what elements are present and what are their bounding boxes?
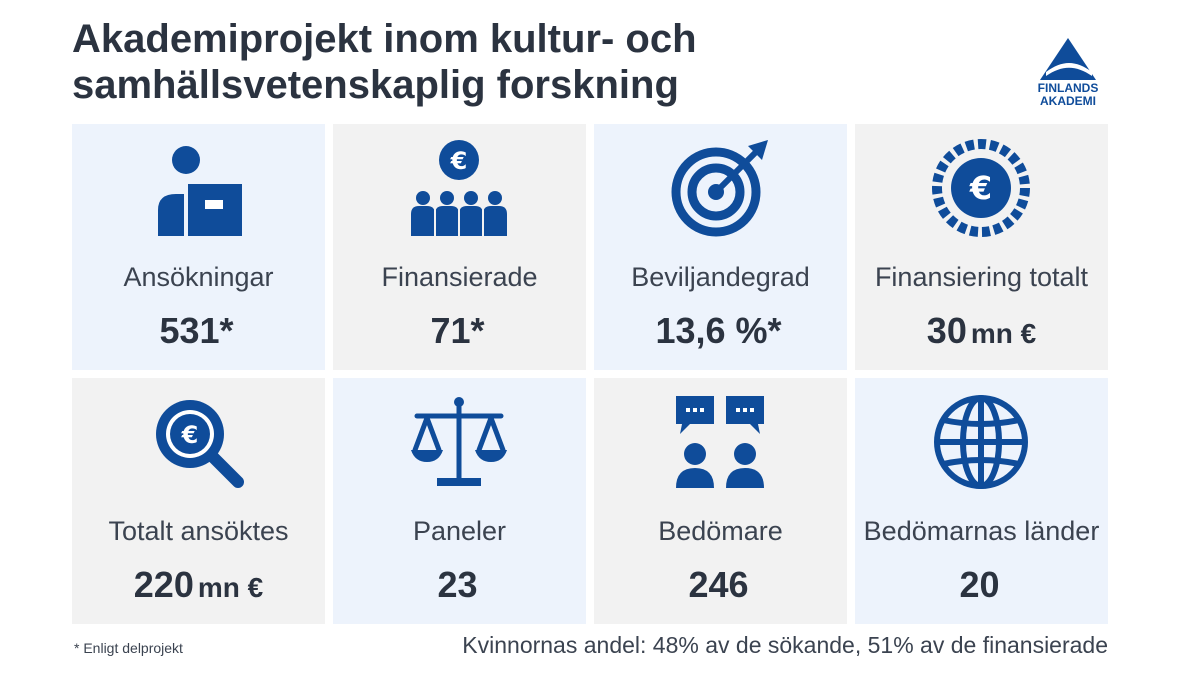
tile-label: Totalt ansöktes (108, 516, 289, 546)
euro-magnifier-icon: € (156, 400, 244, 488)
tile-value: 20 (959, 564, 1000, 605)
tile-value: 23 (437, 564, 478, 605)
tile-value: 531* (159, 310, 234, 351)
stat-tile-applications: Ansökningar 531* (72, 124, 325, 370)
applicant-icon (158, 146, 242, 236)
tile-label: Finansierade (381, 262, 538, 292)
stat-tile-total-applied: € Totalt ansöktes 220 mn € (72, 378, 325, 624)
funded-group-icon: € (411, 140, 507, 236)
organization-logo: FINLANDS AKADEMI (1026, 38, 1110, 112)
women-share-note: Kvinnornas andel: 48% av de sökande, 51%… (462, 632, 1108, 658)
title-line-1: Akademiprojekt inom kultur- och (72, 17, 697, 61)
tile-value: 13,6 %* (655, 310, 782, 351)
logo-text-line-2: AKADEMI (1040, 94, 1096, 108)
logo-triangle-icon (1040, 38, 1096, 80)
svg-text:€: € (969, 169, 992, 207)
tile-label: Ansökningar (123, 262, 274, 292)
tile-label: Bedömarnas länder (863, 516, 1100, 546)
footnote: * Enligt delprojekt (74, 640, 183, 656)
scales-icon (411, 397, 507, 486)
page-title: Akademiprojekt inom kultur- och samhälls… (72, 16, 832, 108)
stat-tile-total-funding: € Finansiering totalt 30 mn € (855, 124, 1108, 370)
euro-coin-icon: € (932, 139, 1030, 237)
tile-value: 220 mn € (133, 564, 264, 605)
tile-value: 30 mn € (926, 310, 1037, 351)
tile-value: 71* (430, 310, 485, 351)
svg-text:€: € (450, 147, 468, 175)
stat-tile-reviewer-countries: Bedömarnas länder 20 (855, 378, 1108, 624)
stat-tile-grant-rate: Beviljandegrad 13,6 %* (594, 124, 847, 370)
reviewers-icon (676, 396, 764, 488)
logo-text-line-1: FINLANDS (1037, 81, 1099, 95)
tile-label: Paneler (412, 516, 507, 546)
svg-text:€: € (181, 421, 199, 449)
title-line-2: samhällsvetenskaplig forskning (72, 63, 679, 107)
tile-value: 246 (688, 564, 749, 605)
globe-icon (934, 395, 1028, 489)
target-icon (671, 140, 768, 237)
tile-label: Bedömare (658, 516, 783, 546)
tile-label: Finansiering totalt (874, 262, 1089, 292)
stat-tile-panels: Paneler 23 (333, 378, 586, 624)
stat-tile-reviewers: Bedömare 246 (594, 378, 847, 624)
tile-label: Beviljandegrad (631, 262, 810, 292)
stat-tile-funded: € Finansierade 71* (333, 124, 586, 370)
